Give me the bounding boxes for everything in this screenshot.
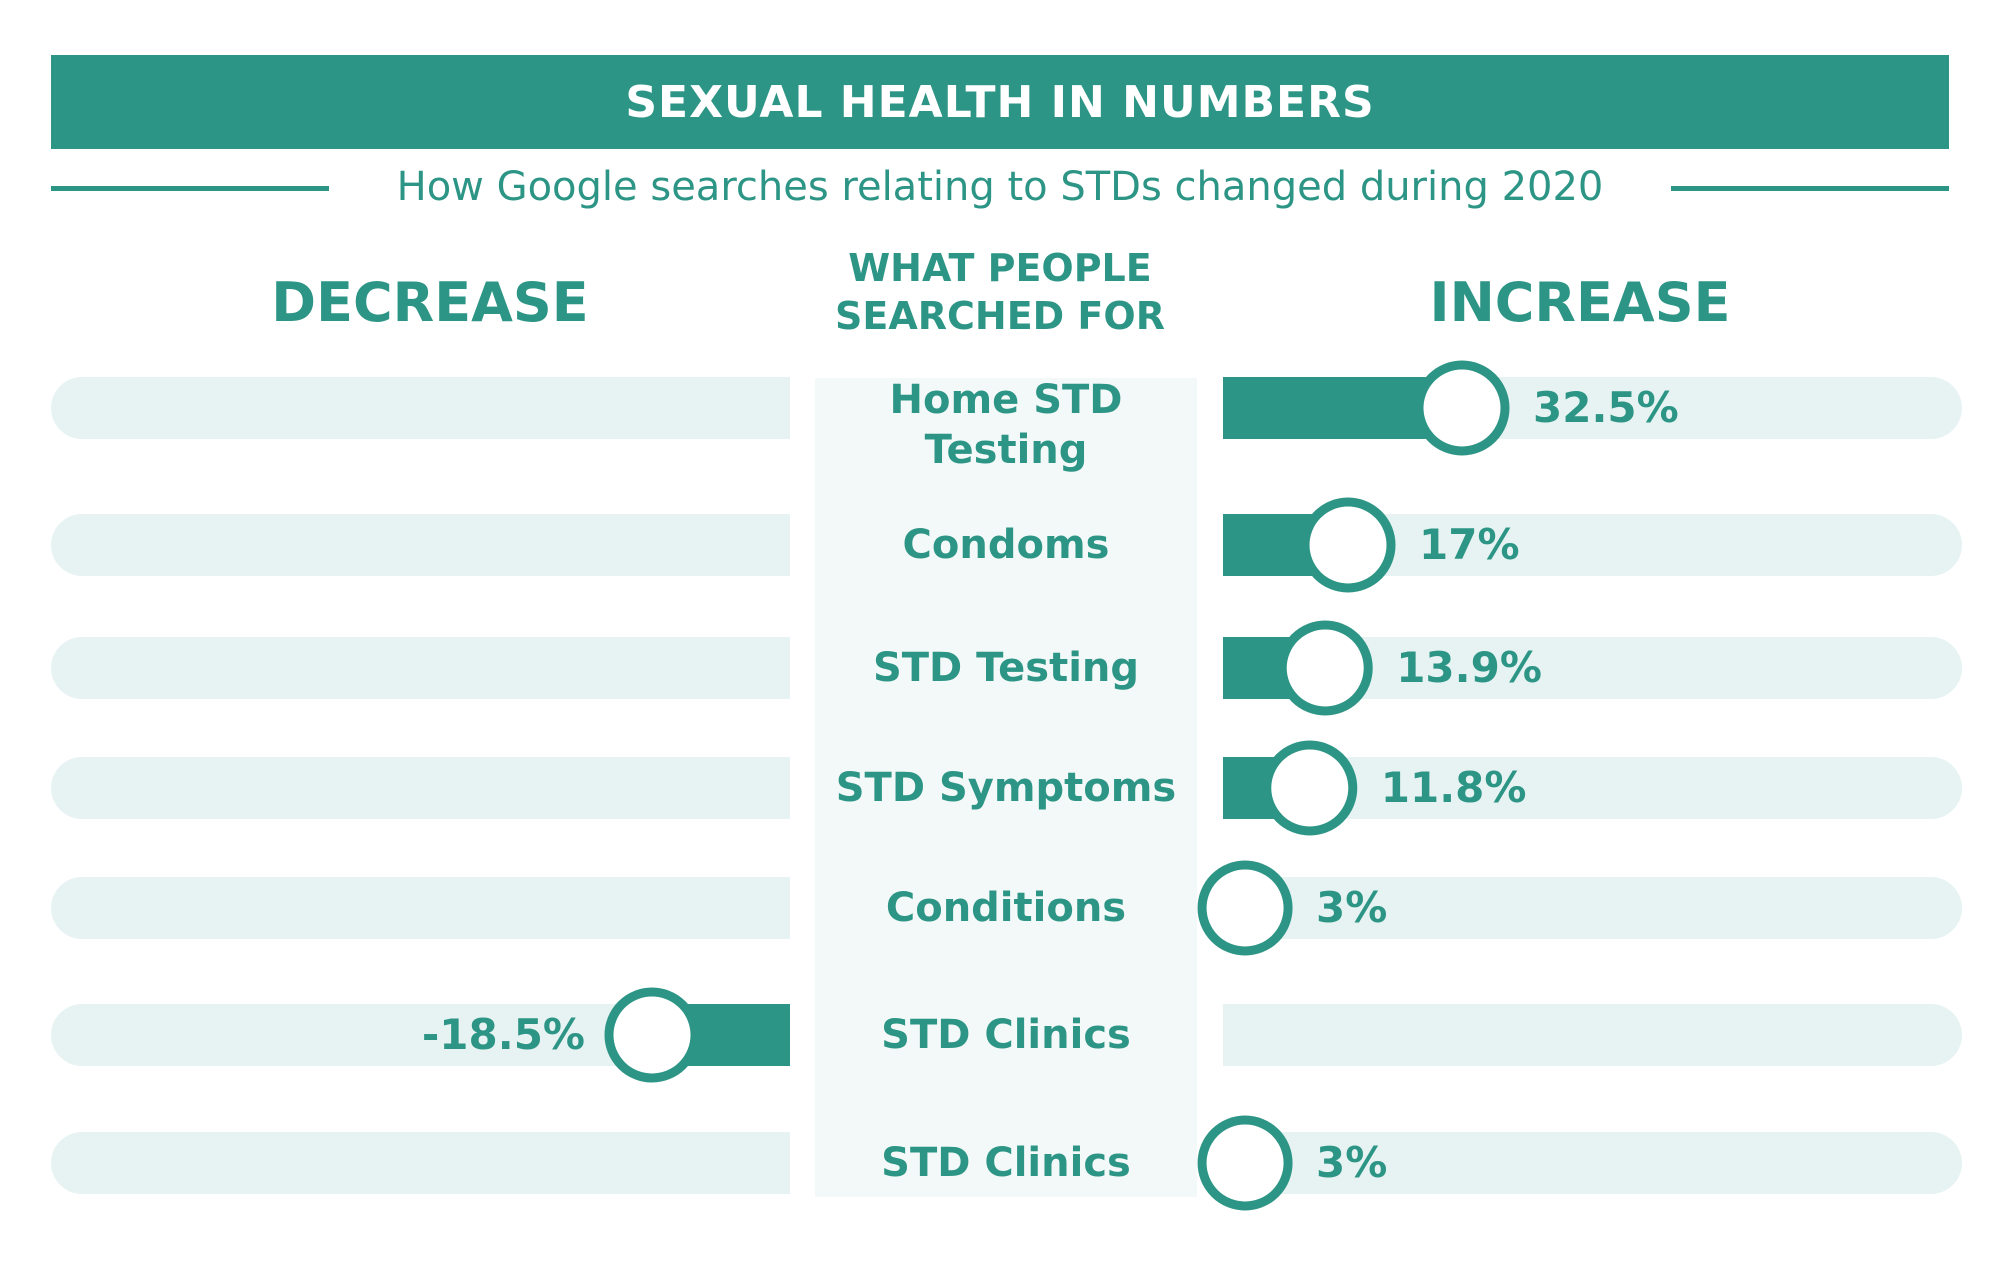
- value-label: 3%: [1316, 883, 1387, 932]
- increase-track: [1223, 637, 1962, 699]
- bar-knob: [1197, 1115, 1293, 1211]
- title-banner: SEXUAL HEALTH IN NUMBERS: [51, 55, 1949, 149]
- value-label: 11.8%: [1381, 763, 1527, 812]
- bar-knob: [1197, 860, 1293, 956]
- category-label: Conditions: [885, 885, 1127, 931]
- category-label: Condoms: [902, 522, 1110, 568]
- increase-heading: INCREASE: [1429, 271, 1731, 334]
- value-label: -18.5%: [422, 1010, 585, 1059]
- category-label: Home STD Testing: [889, 377, 1123, 473]
- decrease-track: [51, 1004, 790, 1066]
- subtitle-left-rule: [51, 186, 329, 191]
- bar-knob: [604, 987, 700, 1083]
- increase-track: [1223, 1004, 1962, 1066]
- category-label: STD Clinics: [881, 1012, 1131, 1058]
- chart-subtitle: How Google searches relating to STDs cha…: [396, 164, 1604, 210]
- increase-track: [1223, 877, 1962, 939]
- decrease-heading: DECREASE: [271, 271, 589, 334]
- value-label: 3%: [1316, 1138, 1387, 1187]
- decrease-track: [51, 877, 790, 939]
- increase-track: [1223, 514, 1962, 576]
- value-label: 13.9%: [1396, 643, 1542, 692]
- category-label: STD Symptoms: [835, 765, 1177, 811]
- value-label: 17%: [1419, 520, 1520, 569]
- decrease-track: [51, 514, 790, 576]
- bar-knob: [1300, 497, 1396, 593]
- bar-knob: [1277, 620, 1373, 716]
- middle-heading-line2: SEARCHED FOR: [835, 294, 1165, 338]
- middle-heading-line1: WHAT PEOPLE: [848, 246, 1152, 290]
- category-label: STD Clinics: [881, 1140, 1131, 1186]
- subtitle-right-rule: [1671, 186, 1949, 191]
- bar-knob: [1414, 360, 1510, 456]
- decrease-track: [51, 377, 790, 439]
- chart-title: SEXUAL HEALTH IN NUMBERS: [625, 76, 1375, 128]
- category-label: STD Testing: [872, 645, 1140, 691]
- category-panel: [815, 378, 1197, 1197]
- decrease-track: [51, 1132, 790, 1194]
- bar-knob: [1262, 740, 1358, 836]
- decrease-track: [51, 757, 790, 819]
- increase-track: [1223, 1132, 1962, 1194]
- value-label: 32.5%: [1533, 383, 1679, 432]
- middle-heading: WHAT PEOPLE SEARCHED FOR: [800, 244, 1200, 340]
- decrease-track: [51, 637, 790, 699]
- increase-track: [1223, 757, 1962, 819]
